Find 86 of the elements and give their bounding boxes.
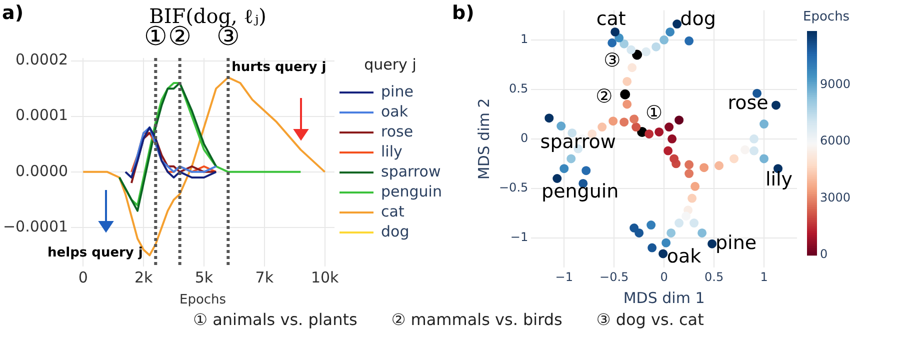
point [670, 154, 679, 164]
x-tick-label: 7k [255, 268, 274, 286]
y-tick-label: 0.0002 [16, 50, 68, 69]
point [644, 129, 654, 138]
annotation: pine [715, 232, 757, 254]
x-tick-label: 2k [134, 268, 153, 286]
point [740, 145, 750, 154]
text: ① animals vs. plants [193, 310, 358, 329]
y-tick-label: −1 [510, 230, 528, 244]
ref-line-label: ① [144, 22, 168, 52]
annotation: rose [728, 92, 768, 114]
x-tick-label: 10k [310, 268, 340, 286]
point [568, 128, 577, 138]
legend-label: oak [381, 102, 408, 120]
legend-label: lily [381, 142, 402, 160]
point [668, 134, 677, 144]
legend-label: rose [381, 122, 414, 140]
point [646, 220, 656, 230]
point [622, 100, 632, 109]
legend-label: cat [381, 202, 404, 220]
point [556, 122, 566, 131]
y-tick-label: 0.0001 [16, 106, 68, 124]
x-tick-label: 5k [194, 268, 214, 286]
color-bar-title: Epochs [803, 9, 850, 24]
x-tick-label: 1 [760, 270, 768, 284]
point [654, 127, 664, 136]
x-axis-title: Epochs [179, 292, 226, 308]
point [598, 122, 607, 132]
y-tick-label: −0.0001 [2, 217, 68, 236]
x-tick-label: −1 [555, 270, 573, 284]
point [582, 166, 591, 176]
color-bar-label: 6000 [820, 134, 851, 148]
point [614, 33, 624, 42]
x-axis-title: MDS dim 1 [623, 288, 705, 307]
point [608, 38, 617, 48]
point [690, 182, 700, 191]
text: a) [2, 2, 24, 24]
annotation: oak [666, 246, 702, 268]
legend-label: sparrow [381, 162, 441, 180]
point [642, 47, 651, 56]
annotation: helps query j [48, 245, 143, 260]
annotation: penguin [542, 180, 619, 202]
point [632, 122, 641, 132]
point [652, 42, 661, 52]
x-tick-label: 0 [78, 268, 88, 286]
point [752, 88, 762, 98]
y-tick-label: 0 [520, 131, 528, 146]
text: b) [452, 2, 474, 24]
y-tick-label: 1 [520, 32, 528, 46]
color-bar-label: 3000 [820, 190, 851, 204]
point [730, 154, 739, 164]
point [620, 39, 629, 48]
color-bar-label: 9000 [820, 77, 851, 91]
color-bar-label: 0 [820, 247, 828, 262]
point [684, 36, 694, 46]
point [634, 228, 644, 238]
text: ② mammals vs. birds [391, 310, 562, 329]
legend-label: dog [381, 222, 410, 240]
annotation: ① [646, 102, 663, 124]
x-tick-label: 0.5 [704, 270, 724, 284]
text: ③ dog vs. cat [596, 310, 704, 329]
annotation: dog [680, 8, 716, 30]
x-tick-label: −0.5 [600, 270, 629, 284]
point [664, 122, 674, 132]
legend-label: penguin [381, 182, 442, 200]
legend-title: query j [364, 55, 416, 74]
y-tick-label: 0.5 [509, 82, 528, 96]
point [684, 160, 694, 170]
point [648, 243, 657, 252]
y-tick-label: −0.5 [499, 180, 528, 195]
point [664, 146, 673, 156]
point [628, 63, 637, 72]
annotation: sparrow [540, 130, 616, 153]
y-axis-title: MDS dim 2 [474, 98, 493, 180]
x-tick-label: 0 [660, 270, 668, 284]
annotation: ③ [604, 50, 621, 72]
annotation: hurts query j [232, 60, 326, 75]
point [620, 89, 630, 100]
point [632, 50, 642, 60]
annotation: lily [765, 168, 793, 190]
annotation: ② [596, 85, 613, 108]
point [674, 116, 684, 125]
legend-label: pine [381, 82, 414, 100]
point [714, 161, 724, 170]
y-tick-label: 0.0000 [16, 162, 68, 180]
annotation: cat [596, 8, 626, 30]
